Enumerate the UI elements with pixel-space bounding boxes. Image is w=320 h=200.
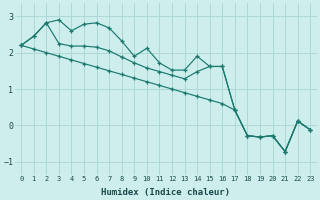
X-axis label: Humidex (Indice chaleur): Humidex (Indice chaleur) <box>101 188 230 197</box>
